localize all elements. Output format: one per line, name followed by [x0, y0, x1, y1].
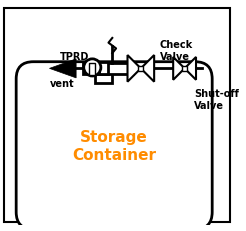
Text: Check
Valve: Check Valve	[160, 40, 193, 62]
Text: Storage
Container: Storage Container	[72, 130, 156, 162]
Bar	[83, 63, 133, 75]
FancyBboxPatch shape	[16, 62, 212, 229]
Polygon shape	[127, 56, 141, 82]
Text: vent: vent	[49, 78, 74, 88]
Bar	[182, 67, 187, 71]
Polygon shape	[141, 56, 154, 82]
Bar	[95, 62, 112, 83]
Bar	[90, 63, 95, 76]
Polygon shape	[184, 58, 196, 80]
Polygon shape	[49, 60, 76, 79]
Text: Shut-off
Valve: Shut-off Valve	[194, 89, 239, 110]
Text: TPRD: TPRD	[60, 52, 89, 62]
Bar	[99, 62, 108, 75]
Bar	[138, 67, 143, 71]
Polygon shape	[173, 58, 184, 80]
Circle shape	[84, 60, 101, 77]
